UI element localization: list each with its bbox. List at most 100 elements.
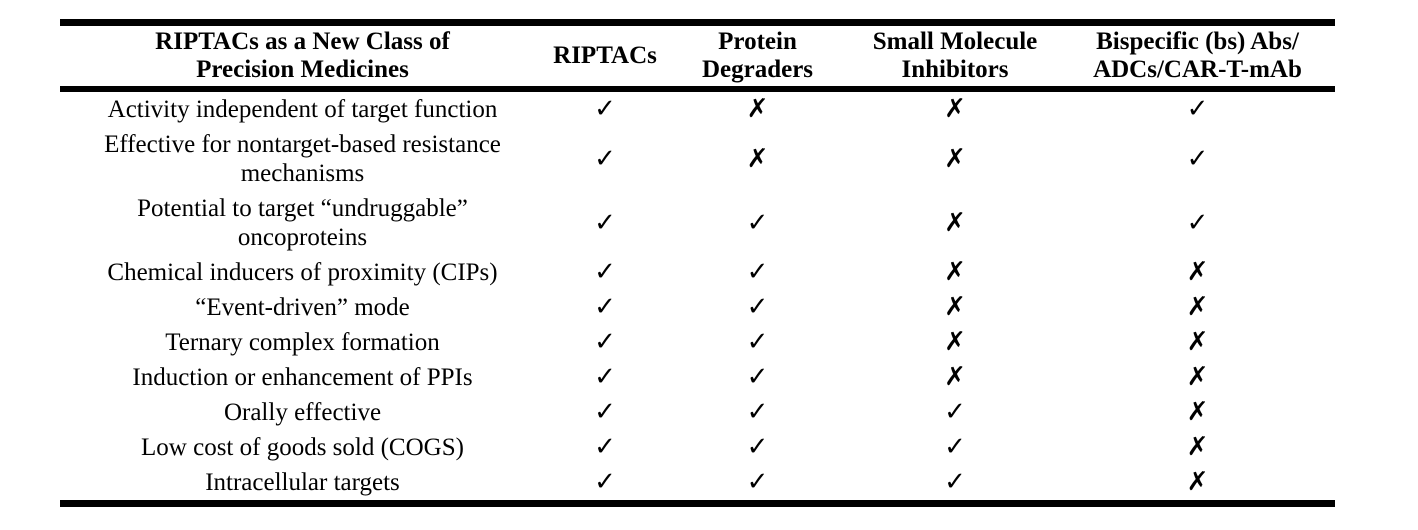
mark-cell: ✓ [850,395,1060,430]
mark-cell: ✓ [545,290,665,325]
mark-cell: ✗ [665,127,850,191]
table-row: “Event-driven” mode ✓ ✓ ✗ ✗ [60,290,1335,325]
cross-icon: ✗ [746,143,769,174]
check-icon: ✓ [944,432,966,462]
cross-icon: ✗ [944,362,966,392]
cross-icon: ✗ [1186,257,1209,287]
mark-cell: ✓ [665,465,850,504]
mark-cell: ✗ [1060,255,1335,290]
mark-cell: ✓ [545,325,665,360]
table-row: Induction or enhancement of PPIs ✓ ✓ ✗ ✗ [60,360,1335,395]
cross-icon: ✗ [944,94,966,124]
mark-cell: ✓ [665,430,850,465]
cross-icon: ✗ [746,94,769,124]
mark-cell: ✓ [665,395,850,430]
mark-cell: ✓ [665,255,850,290]
check-icon: ✓ [1186,94,1209,124]
check-icon: ✓ [746,292,769,322]
mark-cell: ✗ [1060,290,1335,325]
check-icon: ✓ [594,207,616,238]
mark-cell: ✗ [850,360,1060,395]
comparison-table: RIPTACs as a New Class of Precision Medi… [60,19,1335,507]
check-icon: ✓ [1186,207,1209,238]
cross-icon: ✗ [1186,327,1209,357]
check-icon: ✓ [594,397,616,427]
header-bispecific-adcs-cart-column: Bispecific (bs) Abs/ ADCs/CAR-T-mAb [1060,22,1335,92]
table-body: Activity independent of target function … [60,89,1335,504]
header-row: RIPTACs as a New Class of Precision Medi… [60,22,1335,92]
check-icon: ✓ [594,467,616,497]
mark-cell: ✓ [1060,191,1335,255]
mark-cell: ✓ [545,89,665,127]
cross-icon: ✗ [944,143,966,174]
mark-cell: ✗ [1060,360,1335,395]
feature-label: Orally effective [223,399,382,426]
check-icon: ✓ [594,292,616,322]
cross-icon: ✗ [944,257,966,287]
feature-label: Induction or enhancement of PPIs [132,364,473,391]
mark-cell: ✓ [665,290,850,325]
mark-cell: ✗ [1060,395,1335,430]
feature-label: Ternary complex formation [165,329,440,356]
check-icon: ✓ [746,467,769,497]
mark-cell: ✗ [850,127,1060,191]
mark-cell: ✓ [665,325,850,360]
mark-cell: ✗ [850,290,1060,325]
comparison-table-wrapper: RIPTACs as a New Class of Precision Medi… [60,19,1335,507]
mark-cell: ✓ [1060,127,1335,191]
mark-cell: ✗ [850,255,1060,290]
mark-cell: ✗ [665,89,850,127]
table-header: RIPTACs as a New Class of Precision Medi… [60,22,1335,92]
cross-icon: ✗ [1186,362,1209,392]
table-row: Low cost of goods sold (COGS) ✓ ✓ ✓ ✗ [60,430,1335,465]
table-row: Potential to target “undruggable” oncopr… [60,191,1335,255]
mark-cell: ✓ [545,191,665,255]
mark-cell: ✗ [850,325,1060,360]
feature-label: Intracellular targets [205,469,400,496]
mark-cell: ✓ [850,465,1060,504]
check-icon: ✓ [746,432,769,462]
check-icon: ✓ [746,257,769,287]
header-protein-degraders-column: Protein Degraders [665,22,850,92]
feature-label: Potential to target “undruggable” oncopr… [137,195,468,251]
cross-icon: ✗ [944,207,966,238]
check-icon: ✓ [594,432,616,462]
mark-cell: ✓ [545,395,665,430]
check-icon: ✓ [944,467,966,497]
mark-cell: ✓ [545,465,665,504]
mark-cell: ✗ [850,191,1060,255]
cross-icon: ✗ [944,292,966,322]
feature-label: “Event-driven” mode [195,294,410,321]
check-icon: ✓ [594,362,616,392]
check-icon: ✓ [1186,143,1209,174]
cross-icon: ✗ [944,327,966,357]
feature-label: Activity independent of target function [107,96,498,123]
table-row: Activity independent of target function … [60,89,1335,127]
check-icon: ✓ [746,207,769,238]
table-row: Chemical inducers of proximity (CIPs) ✓ … [60,255,1335,290]
feature-label: Chemical inducers of proximity (CIPs) [107,259,498,286]
mark-cell: ✓ [665,360,850,395]
cross-icon: ✗ [1186,397,1209,427]
cross-icon: ✗ [1186,292,1209,322]
table-row: Ternary complex formation ✓ ✓ ✗ ✗ [60,325,1335,360]
mark-cell: ✓ [545,127,665,191]
check-icon: ✓ [594,257,616,287]
header-small-molecule-inhibitors-column: Small Molecule Inhibitors [850,22,1060,92]
check-icon: ✓ [746,327,769,357]
cross-icon: ✗ [1186,432,1209,462]
mark-cell: ✗ [1060,465,1335,504]
mark-cell: ✓ [850,430,1060,465]
feature-label: Effective for nontarget-based resistance… [104,131,501,187]
check-icon: ✓ [746,397,769,427]
header-feature-column: RIPTACs as a New Class of Precision Medi… [60,22,545,92]
check-icon: ✓ [594,94,616,124]
mark-cell: ✓ [545,360,665,395]
mark-cell: ✓ [1060,89,1335,127]
feature-label: Low cost of goods sold (COGS) [141,434,464,461]
mark-cell: ✓ [545,255,665,290]
mark-cell: ✗ [1060,325,1335,360]
header-riptacs-column: RIPTACs [545,22,665,92]
table-row: Intracellular targets ✓ ✓ ✓ ✗ [60,465,1335,504]
